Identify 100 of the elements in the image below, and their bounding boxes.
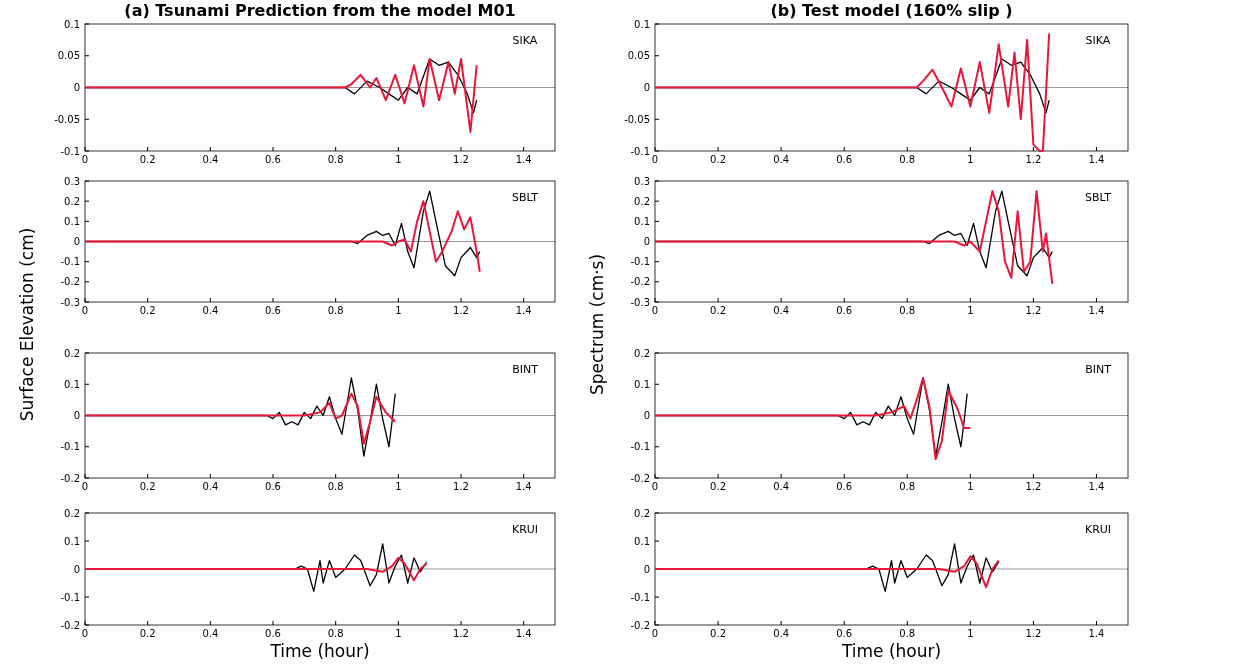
annotation: SIKA bbox=[512, 34, 538, 47]
x-tick-label: 0.4 bbox=[773, 481, 790, 492]
y-tick-label: 0.1 bbox=[634, 215, 650, 227]
y-tick-label: -0.1 bbox=[60, 145, 80, 157]
y-tick-label: 0 bbox=[643, 236, 650, 247]
y-tick-label: -0.05 bbox=[624, 113, 650, 125]
x-tick-label: 0.2 bbox=[710, 154, 727, 165]
y-tick-label: 0.2 bbox=[64, 195, 80, 207]
y-tick-label: -0.3 bbox=[60, 296, 80, 308]
y-tick-label: 0.2 bbox=[64, 347, 80, 359]
x-tick-label: 1 bbox=[967, 305, 974, 316]
y-tick-label: 0 bbox=[73, 410, 80, 421]
x-tick-label: 0.6 bbox=[836, 154, 853, 165]
x-tick-label: 1 bbox=[395, 154, 402, 165]
x-tick-label: 1.4 bbox=[515, 481, 532, 492]
y-axis-title: Surface Elevation (cm) bbox=[17, 227, 37, 422]
x-tick-label: 0.8 bbox=[899, 305, 916, 316]
x-tick-label: 1 bbox=[395, 481, 402, 492]
x-tick-label: 0.4 bbox=[202, 154, 219, 165]
y-axis-title: Spectrum (cm·s) bbox=[587, 253, 607, 396]
y-tick-label: 0.1 bbox=[634, 535, 650, 547]
y-tick-label: -0.1 bbox=[60, 441, 80, 453]
y-tick-label: 0.3 bbox=[64, 175, 80, 187]
x-tick-label: 0.2 bbox=[710, 305, 727, 316]
x-tick-label: 1 bbox=[967, 628, 974, 639]
y-tick-label: 0 bbox=[73, 236, 80, 247]
y-tick-label: -0.1 bbox=[630, 441, 650, 453]
annotation: KRUI bbox=[511, 523, 539, 536]
x-tick-label: 0.6 bbox=[836, 628, 853, 639]
x-tick-label: 1.2 bbox=[453, 305, 469, 316]
x-tick-label: 0.2 bbox=[139, 628, 156, 639]
y-tick-label: 0 bbox=[73, 82, 80, 93]
x-tick-label: 0.6 bbox=[265, 481, 281, 492]
x-tick-label: 1.2 bbox=[1025, 305, 1042, 316]
x-tick-label: 0 bbox=[651, 154, 659, 165]
x-tick-label: 0.2 bbox=[139, 305, 156, 316]
y-tick-label: -0.2 bbox=[630, 619, 650, 631]
y-tick-label: 0 bbox=[643, 563, 650, 575]
y-tick-label: 0 bbox=[73, 563, 80, 575]
x-tick-label: 0.4 bbox=[202, 305, 219, 316]
y-tick-label: 0.1 bbox=[64, 215, 80, 227]
y-tick-label: 0.2 bbox=[64, 507, 80, 519]
annotation: BINT bbox=[512, 363, 539, 376]
y-tick-label: -0.3 bbox=[630, 296, 650, 308]
x-tick-label: 0.4 bbox=[773, 628, 790, 639]
x-axis-title: Time (hour) bbox=[269, 641, 370, 661]
x-tick-label: 0.8 bbox=[327, 154, 344, 165]
x-tick-label: 0 bbox=[651, 628, 659, 639]
x-tick-label: 0.2 bbox=[139, 154, 156, 165]
y-tick-label: -0.1 bbox=[630, 591, 650, 603]
y-tick-label: -0.05 bbox=[54, 113, 80, 125]
x-tick-label: 0 bbox=[651, 305, 659, 316]
x-tick-label: 0.2 bbox=[139, 481, 156, 492]
x-tick-label: 0.8 bbox=[899, 628, 916, 639]
y-tick-label: 0.1 bbox=[64, 18, 80, 30]
y-tick-label: -0.2 bbox=[630, 472, 650, 484]
annotation: BINT bbox=[1085, 363, 1112, 376]
x-tick-label: 0.2 bbox=[710, 628, 727, 639]
x-tick-label: 1.4 bbox=[515, 305, 532, 316]
x-tick-label: 0.8 bbox=[327, 628, 344, 639]
y-tick-label: -0.2 bbox=[60, 472, 80, 484]
y-tick-label: 0 bbox=[643, 82, 650, 93]
x-tick-label: 0.8 bbox=[899, 154, 916, 165]
y-tick-label: 0.1 bbox=[634, 18, 650, 30]
x-axis-title: Time (hour) bbox=[840, 641, 942, 661]
y-tick-label: 0.2 bbox=[634, 195, 650, 207]
x-tick-label: 0.6 bbox=[836, 305, 853, 316]
y-tick-label: -0.1 bbox=[60, 256, 80, 268]
y-tick-label: 0.1 bbox=[64, 535, 80, 547]
x-tick-label: 0 bbox=[81, 628, 89, 639]
x-tick-label: 0 bbox=[81, 154, 89, 165]
y-tick-label: 0 bbox=[643, 410, 650, 421]
x-tick-label: 0.4 bbox=[202, 628, 219, 639]
y-tick-label: -0.1 bbox=[60, 591, 80, 603]
x-tick-label: 1.4 bbox=[1088, 481, 1105, 492]
y-tick-label: 0.05 bbox=[57, 50, 80, 62]
y-tick-label: -0.2 bbox=[630, 276, 650, 288]
x-tick-label: 1.2 bbox=[1025, 628, 1042, 639]
x-tick-label: 1 bbox=[967, 154, 974, 165]
y-tick-label: 0.05 bbox=[627, 50, 650, 62]
annotation: SBLT bbox=[512, 191, 539, 204]
x-tick-label: 1.2 bbox=[1025, 154, 1042, 165]
x-tick-label: 0.4 bbox=[773, 305, 790, 316]
y-tick-label: 0.1 bbox=[64, 378, 80, 390]
annotation: SIKA bbox=[1085, 34, 1111, 47]
chart-title: (a) Tsunami Prediction from the model M01 bbox=[124, 1, 516, 20]
x-tick-label: 1.4 bbox=[1088, 154, 1105, 165]
x-tick-label: 0.8 bbox=[327, 305, 344, 316]
y-tick-label: -0.1 bbox=[630, 145, 650, 157]
x-tick-label: 0.8 bbox=[899, 481, 916, 492]
x-tick-label: 1.4 bbox=[1088, 628, 1105, 639]
x-tick-label: 1 bbox=[967, 481, 974, 492]
annotation: SBLT bbox=[1085, 191, 1112, 204]
x-tick-label: 0.4 bbox=[773, 154, 790, 165]
y-tick-label: -0.2 bbox=[60, 276, 80, 288]
x-tick-label: 0.6 bbox=[265, 154, 281, 165]
y-tick-label: 0.2 bbox=[634, 507, 650, 519]
y-tick-label: 0.1 bbox=[634, 378, 650, 390]
y-tick-label: -0.1 bbox=[630, 256, 650, 268]
x-tick-label: 0 bbox=[651, 481, 659, 492]
